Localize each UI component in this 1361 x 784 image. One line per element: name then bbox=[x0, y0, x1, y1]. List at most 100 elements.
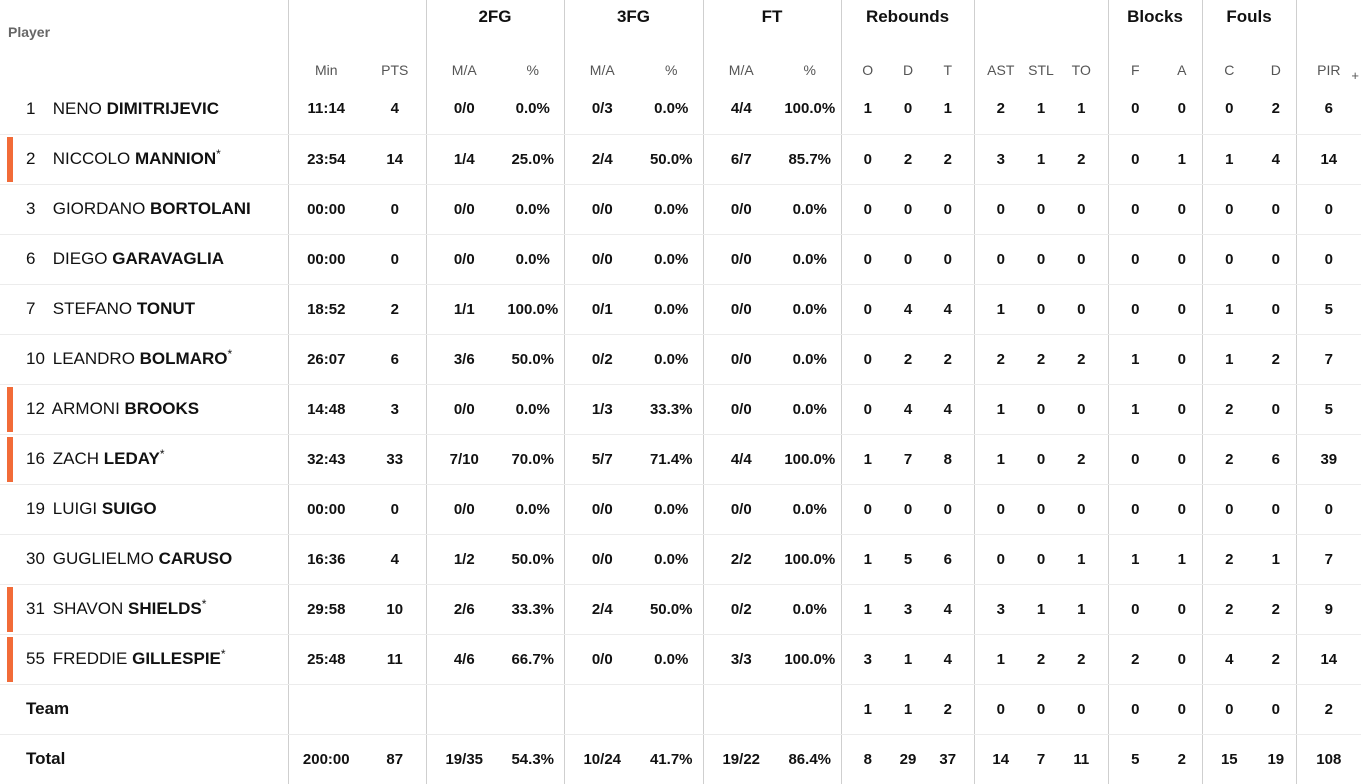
col-to[interactable]: TO bbox=[1055, 34, 1109, 84]
player-row[interactable]: 30 GUGLIELMO CARUSO 16:36 4 1/2 50.0% 0/0 0.0%… bbox=[0, 534, 1361, 585]
col-reb-d[interactable]: D bbox=[902, 62, 914, 78]
player-last-name[interactable]: BORTOLANI bbox=[150, 199, 251, 218]
player-last-name[interactable]: GARAVAGLIA bbox=[112, 249, 225, 268]
player-first-name[interactable]: ZACH bbox=[52, 449, 100, 468]
stat-pir: 6 bbox=[1296, 84, 1361, 135]
player-cell[interactable]: 3 GIORDANO BORTOLANI bbox=[0, 184, 289, 235]
player-row[interactable]: 3 GIORDANO BORTOLANI 00:00 0 0/0 0.0% 0/0 0.0%… bbox=[0, 184, 1361, 235]
col-foul-c[interactable]: C bbox=[1224, 62, 1235, 78]
more-columns-toggle[interactable]: + bbox=[1351, 68, 1359, 83]
player-first-name[interactable]: GUGLIELMO bbox=[52, 549, 154, 568]
player-cell[interactable]: 31 SHAVON SHIELDS* bbox=[0, 584, 289, 635]
player-first-name[interactable]: GIORDANO bbox=[52, 199, 146, 218]
player-number: 12 bbox=[26, 399, 45, 418]
stat-foul-c: 1 bbox=[1202, 334, 1257, 385]
player-cell[interactable]: 10 LEANDRO BOLMARO* bbox=[0, 334, 289, 385]
starter-star: * bbox=[201, 597, 207, 611]
player-first-name[interactable]: DIEGO bbox=[52, 249, 108, 268]
player-row[interactable]: 12 ARMONI BROOKS 14:48 3 0/0 0.0% 1/3 33.3% 0/0… bbox=[0, 384, 1361, 435]
stat-fg3-ma: 5/7 bbox=[564, 434, 640, 485]
player-first-name[interactable]: ARMONI bbox=[51, 399, 120, 418]
player-last-name[interactable]: CARUSO bbox=[158, 549, 233, 568]
player-first-name[interactable]: NENO bbox=[52, 98, 102, 118]
col-player[interactable]: Player bbox=[0, 24, 289, 74]
stat-fg3-pct: 0.0% bbox=[640, 334, 704, 385]
player-number: 6 bbox=[26, 249, 36, 268]
stat-reb-d: 2 bbox=[894, 134, 922, 185]
player-cell[interactable]: 6 DIEGO GARAVAGLIA bbox=[0, 234, 289, 285]
stat-reb-d: 3 bbox=[894, 584, 922, 635]
col-foul-d[interactable]: D bbox=[1256, 34, 1297, 84]
stat-blk-f: 0 bbox=[1108, 134, 1163, 185]
stat-blk-a: 0 bbox=[1162, 634, 1203, 685]
stat-ft-pct: 0.0% bbox=[779, 284, 842, 335]
player-row[interactable]: 7 STEFANO TONUT 18:52 2 1/1 100.0% 0/1 0.0% 0/0… bbox=[0, 284, 1361, 335]
player-row[interactable]: 16 ZACH LEDAY* 32:43 33 7/10 70.0% 5/7 71.4% 4/… bbox=[0, 434, 1361, 485]
group-fouls: Fouls bbox=[1202, 0, 1297, 34]
player-cell[interactable]: 16 ZACH LEDAY* bbox=[0, 434, 289, 485]
stat-fg2-ma: 2/6 bbox=[426, 584, 502, 635]
col-ast[interactable]: AST bbox=[987, 62, 1015, 78]
player-first-name[interactable]: FREDDIE bbox=[52, 649, 128, 668]
player-row[interactable]: 2 NICCOLO MANNION* 23:54 14 1/4 25.0% 2/4 50.0… bbox=[0, 134, 1361, 185]
player-cell[interactable]: 55 FREDDIE GILLESPIE* bbox=[0, 634, 289, 685]
stat-min: 200:00 bbox=[302, 750, 350, 768]
col-pts[interactable]: PTS bbox=[364, 34, 427, 84]
stat-fg2-pct: 66.7% bbox=[502, 634, 565, 685]
player-cell[interactable]: 2 NICCOLO MANNION* bbox=[0, 134, 289, 185]
stat-blk-a: 0 bbox=[1162, 484, 1203, 535]
player-first-name[interactable]: STEFANO bbox=[52, 299, 133, 318]
stat-reb-o: 0 bbox=[841, 184, 894, 235]
player-last-name[interactable]: BROOKS bbox=[124, 399, 200, 418]
stat-fg2-ma bbox=[426, 684, 502, 735]
stat-blk-f: 0 bbox=[1108, 284, 1163, 335]
col-2fg-pct[interactable]: % bbox=[502, 34, 565, 84]
col-blk-a[interactable]: A bbox=[1162, 34, 1203, 84]
player-last-name[interactable]: BOLMARO bbox=[139, 349, 228, 368]
stat-blk-f: 0 bbox=[1108, 584, 1163, 635]
col-2fg-ma[interactable]: M/A bbox=[451, 62, 477, 78]
stat-blk-a: 0 bbox=[1162, 684, 1203, 735]
player-cell[interactable]: 19 LUIGI SUIGO bbox=[0, 484, 289, 535]
player-number: 2 bbox=[26, 149, 36, 168]
stat-foul-c: 1 bbox=[1202, 134, 1257, 185]
col-3fg-pct[interactable]: % bbox=[640, 34, 704, 84]
player-last-name[interactable]: TONUT bbox=[136, 299, 196, 318]
player-cell[interactable]: 7 STEFANO TONUT bbox=[0, 284, 289, 335]
col-ft-ma[interactable]: M/A bbox=[728, 62, 754, 78]
player-first-name[interactable]: NICCOLO bbox=[52, 149, 131, 168]
stat-reb-d: 5 bbox=[894, 534, 922, 585]
player-last-name[interactable]: DIMITRIJEVIC bbox=[106, 98, 219, 118]
col-blk-f[interactable]: F bbox=[1131, 62, 1140, 78]
stat-ft-pct: 85.7% bbox=[779, 134, 842, 185]
stat-min: 26:07 bbox=[288, 334, 364, 385]
col-ft-pct[interactable]: % bbox=[779, 34, 842, 84]
col-reb-t[interactable]: T bbox=[922, 34, 975, 84]
player-first-name[interactable]: SHAVON bbox=[52, 599, 124, 618]
stat-ft-pct: 0.0% bbox=[779, 584, 842, 635]
player-cell[interactable]: 12 ARMONI BROOKS bbox=[0, 384, 289, 435]
stat-stl: 1 bbox=[1027, 584, 1056, 635]
player-row[interactable]: 1 NENO DIMITRIJEVIC 11:14 4 0/0 0.0% 0/3 0.0% 4… bbox=[0, 84, 1361, 135]
player-row[interactable]: 31 SHAVON SHIELDS* 29:58 10 2/6 33.3% 2/4 50.0… bbox=[0, 584, 1361, 635]
player-last-name[interactable]: SHIELDS bbox=[128, 599, 202, 618]
col-reb-o[interactable]: O bbox=[862, 62, 874, 78]
player-last-name[interactable]: SUIGO bbox=[101, 499, 157, 518]
player-row[interactable]: 55 FREDDIE GILLESPIE* 25:48 11 4/6 66.7% 0/0 0… bbox=[0, 634, 1361, 685]
stat-fg3-pct: 50.0% bbox=[640, 134, 704, 185]
player-row[interactable]: 10 LEANDRO BOLMARO* 26:07 6 3/6 50.0% 0/2 0.0%… bbox=[0, 334, 1361, 385]
col-min[interactable]: Min bbox=[314, 62, 338, 78]
player-cell[interactable]: 30 GUGLIELMO CARUSO bbox=[0, 534, 289, 585]
player-last-name[interactable]: LEDAY bbox=[103, 449, 160, 468]
stat-ast: 1 bbox=[974, 634, 1028, 685]
col-pir[interactable]: PIR bbox=[1317, 62, 1341, 78]
player-first-name[interactable]: LUIGI bbox=[52, 499, 98, 518]
col-stl[interactable]: STL bbox=[1028, 62, 1054, 78]
col-3fg-ma[interactable]: M/A bbox=[589, 62, 615, 78]
player-cell[interactable]: 1 NENO DIMITRIJEVIC bbox=[0, 84, 289, 135]
player-row[interactable]: 6 DIEGO GARAVAGLIA 00:00 0 0/0 0.0% 0/0 0.0% 0/… bbox=[0, 234, 1361, 285]
player-last-name[interactable]: MANNION bbox=[134, 149, 217, 168]
player-first-name[interactable]: LEANDRO bbox=[52, 349, 135, 368]
player-row[interactable]: 19 LUIGI SUIGO 00:00 0 0/0 0.0% 0/0 0.0% 0/0 0.0… bbox=[0, 484, 1361, 535]
player-last-name[interactable]: GILLESPIE bbox=[132, 649, 221, 668]
